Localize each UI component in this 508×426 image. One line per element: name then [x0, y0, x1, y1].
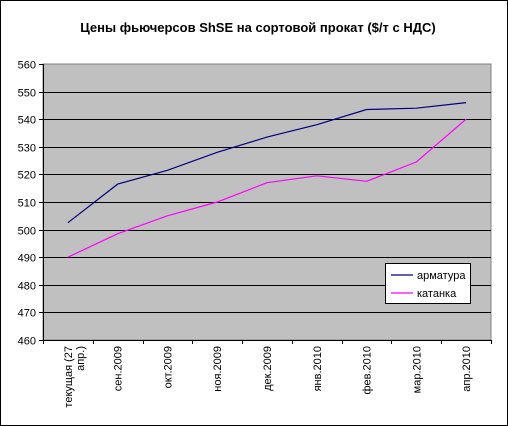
- x-tick-label: текущая (27апр.): [63, 346, 87, 408]
- x-tick-label-line: дек.2009: [262, 346, 274, 391]
- x-tick-label: янв.2010: [312, 346, 324, 391]
- y-tick-label: 530: [18, 143, 36, 155]
- x-tick-label: сен.2009: [113, 346, 125, 391]
- x-tick-label-line: янв.2010: [312, 346, 324, 391]
- y-tick-label: 490: [18, 253, 36, 265]
- legend-box: [385, 263, 471, 304]
- y-tick-label: 520: [18, 170, 36, 182]
- x-tick-label: окт.2009: [162, 346, 174, 388]
- x-tick-label: апр.2010: [461, 346, 473, 392]
- x-axis: текущая (27апр.) сен.2009 окт.2009 ноя.2009…: [43, 340, 492, 408]
- x-tick-label-line: текущая (27: [63, 346, 75, 408]
- y-tick-label: 560: [18, 60, 36, 72]
- series-line-armatura: [67, 102, 467, 224]
- x-tick-label-line: апр.): [75, 346, 87, 371]
- y-tick-label: 510: [18, 198, 36, 210]
- legend: арматура катанка: [385, 263, 471, 304]
- y-tick-label: 470: [18, 308, 36, 320]
- x-tick-label-line: окт.2009: [162, 346, 174, 388]
- x-tick-label-line: мар.2010: [411, 346, 423, 393]
- y-axis: 460 470 480 490 500 510 520 530 540 550 560: [18, 60, 44, 348]
- x-tick-label: дек.2009: [262, 346, 274, 391]
- x-tick-label-line: апр.2010: [461, 346, 473, 392]
- x-tick-label-line: ноя.2009: [212, 346, 224, 392]
- chart-title: Цены фьючерсов ShSE на сортовой прокат (…: [80, 20, 435, 35]
- y-tick-label: 460: [18, 336, 36, 348]
- x-tick-label: мар.2010: [411, 346, 423, 393]
- series-line-katanka: [67, 118, 467, 258]
- y-tick-label: 540: [18, 115, 36, 127]
- x-tick-label-line: сен.2009: [113, 346, 125, 391]
- x-tick-label: ноя.2009: [212, 346, 224, 392]
- gridlines: [43, 92, 491, 313]
- series-lines: [67, 102, 467, 258]
- x-tick-label: фев.2010: [362, 346, 374, 395]
- legend-label: катанка: [417, 288, 457, 300]
- y-tick-label: 500: [18, 226, 36, 238]
- x-tick-label-line: фев.2010: [362, 346, 374, 395]
- y-tick-label: 550: [18, 88, 36, 100]
- y-tick-label: 480: [18, 281, 36, 293]
- legend-label: арматура: [417, 270, 466, 282]
